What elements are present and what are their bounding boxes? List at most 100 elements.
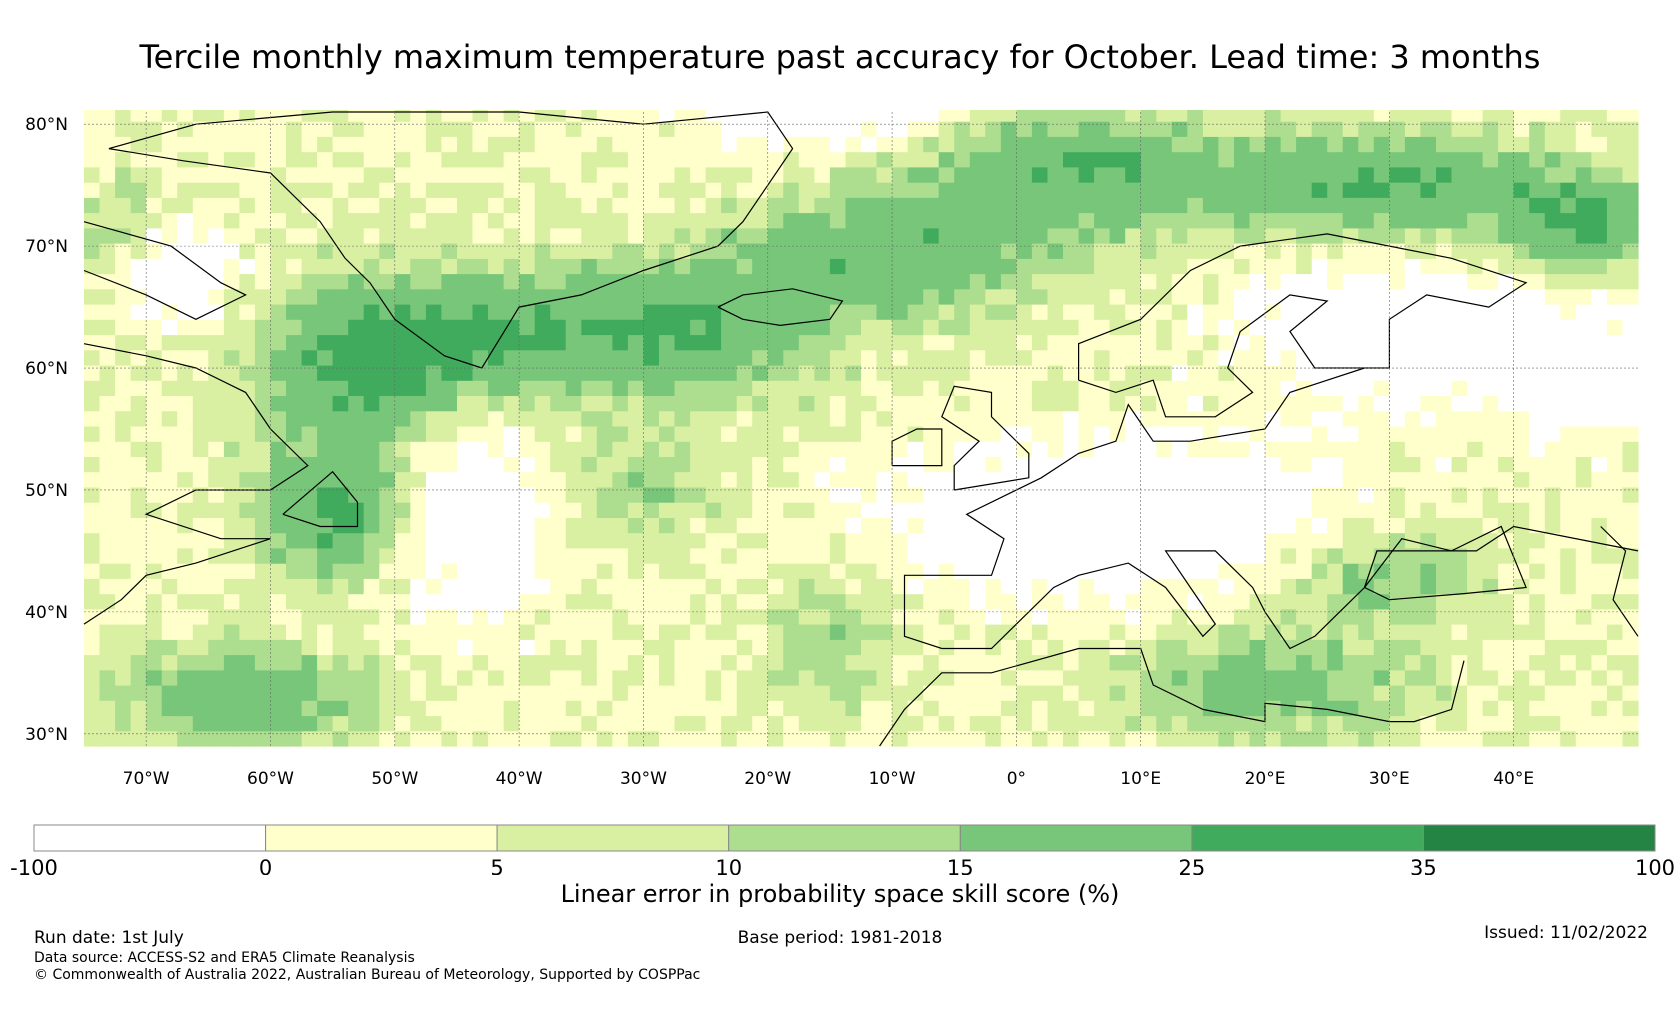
skill-cell bbox=[254, 334, 271, 351]
skill-cell bbox=[1140, 532, 1157, 549]
skill-cell bbox=[1467, 395, 1484, 412]
skill-cell bbox=[1451, 110, 1468, 122]
skill-cell bbox=[1513, 121, 1530, 137]
skill-cell bbox=[705, 258, 722, 275]
skill-cell bbox=[519, 426, 536, 442]
skill-cell bbox=[985, 395, 1002, 412]
skill-cell bbox=[752, 212, 769, 229]
skill-cell bbox=[192, 288, 209, 305]
skill-cell bbox=[690, 410, 707, 427]
skill-cell bbox=[239, 715, 256, 732]
skill-cell bbox=[208, 365, 225, 381]
skill-cell bbox=[1575, 212, 1592, 229]
skill-cell bbox=[223, 502, 240, 518]
skill-cell bbox=[1109, 715, 1126, 732]
skill-cell bbox=[254, 700, 271, 717]
skill-cell bbox=[503, 227, 520, 244]
skill-cell bbox=[84, 563, 101, 579]
skill-cell bbox=[301, 166, 318, 183]
skill-cell bbox=[1482, 471, 1499, 488]
skill-cell bbox=[674, 669, 691, 686]
skill-cell bbox=[410, 365, 427, 381]
skill-cell bbox=[938, 110, 955, 122]
skill-cell bbox=[161, 639, 178, 656]
skill-cell bbox=[1529, 700, 1546, 717]
skill-cell bbox=[1513, 166, 1530, 183]
skill-cell bbox=[659, 136, 676, 153]
skill-cell bbox=[177, 715, 194, 732]
skill-cell bbox=[736, 136, 753, 153]
skill-cell bbox=[457, 334, 474, 351]
skill-cell bbox=[115, 395, 132, 412]
skill-cell bbox=[457, 685, 474, 701]
skill-cell bbox=[1404, 578, 1421, 595]
skill-cell bbox=[363, 273, 380, 290]
skill-cell bbox=[363, 471, 380, 488]
skill-cell bbox=[410, 669, 427, 686]
skill-cell bbox=[1451, 502, 1468, 518]
skill-cell bbox=[317, 669, 334, 686]
skill-cell bbox=[1187, 166, 1204, 183]
skill-cell bbox=[876, 517, 893, 534]
skill-map: 80°N70°N60°N50°N40°N30°N 70°W 60°W 50°W 40°… bbox=[25, 110, 1639, 789]
skill-cell bbox=[115, 624, 132, 640]
skill-cell bbox=[223, 288, 240, 305]
skill-cell bbox=[1575, 593, 1592, 610]
skill-cell bbox=[736, 547, 753, 564]
skill-cell bbox=[1156, 730, 1173, 747]
skill-cell bbox=[814, 227, 831, 244]
skill-cell bbox=[1078, 136, 1095, 153]
skill-cell bbox=[690, 532, 707, 549]
skill-cell bbox=[565, 441, 582, 457]
skill-cell bbox=[861, 654, 878, 671]
skill-cell bbox=[130, 730, 147, 747]
skill-cell bbox=[146, 578, 163, 595]
skill-cell bbox=[1606, 243, 1623, 259]
skill-cell bbox=[1420, 166, 1437, 183]
skill-cell bbox=[1622, 243, 1639, 259]
skill-cell bbox=[177, 334, 194, 351]
skill-cell bbox=[1498, 685, 1515, 701]
skill-cell bbox=[612, 334, 629, 351]
skill-cell bbox=[99, 166, 116, 183]
skill-cell bbox=[488, 151, 505, 168]
skill-cell bbox=[130, 426, 147, 442]
skill-cell bbox=[363, 227, 380, 244]
skill-cell bbox=[1000, 334, 1017, 351]
skill-cell bbox=[472, 349, 489, 366]
skill-cell bbox=[1156, 121, 1173, 137]
skill-cell bbox=[752, 288, 769, 305]
skill-cell bbox=[1560, 486, 1577, 503]
skill-cell bbox=[1529, 624, 1546, 640]
skill-cell bbox=[1591, 730, 1608, 747]
skill-cell bbox=[1420, 456, 1437, 473]
skill-cell bbox=[596, 151, 613, 168]
skill-cell bbox=[861, 258, 878, 275]
skill-cell bbox=[379, 319, 396, 336]
skill-cell bbox=[861, 578, 878, 595]
skill-cell bbox=[1140, 700, 1157, 717]
skill-cell bbox=[1296, 426, 1313, 442]
skill-cell bbox=[519, 349, 536, 366]
skill-cell bbox=[441, 212, 458, 229]
skill-cell bbox=[876, 654, 893, 671]
skill-cell bbox=[1389, 486, 1406, 503]
skill-cell bbox=[332, 654, 349, 671]
skill-score-field bbox=[84, 110, 1639, 747]
skill-cell bbox=[985, 380, 1002, 396]
skill-cell bbox=[115, 715, 132, 732]
skill-cell bbox=[1513, 380, 1530, 396]
skill-cell bbox=[1389, 502, 1406, 518]
skill-cell bbox=[1622, 410, 1639, 427]
skill-cell bbox=[223, 517, 240, 534]
skill-cell bbox=[1016, 517, 1033, 534]
skill-cell bbox=[379, 471, 396, 488]
skill-cell bbox=[1327, 547, 1344, 564]
skill-cell bbox=[472, 624, 489, 640]
skill-cell bbox=[1544, 288, 1561, 305]
skill-cell bbox=[348, 110, 365, 122]
skill-cell bbox=[1498, 426, 1515, 442]
skill-cell bbox=[954, 593, 971, 610]
skill-cell bbox=[1249, 608, 1266, 625]
skill-cell bbox=[1109, 685, 1126, 701]
